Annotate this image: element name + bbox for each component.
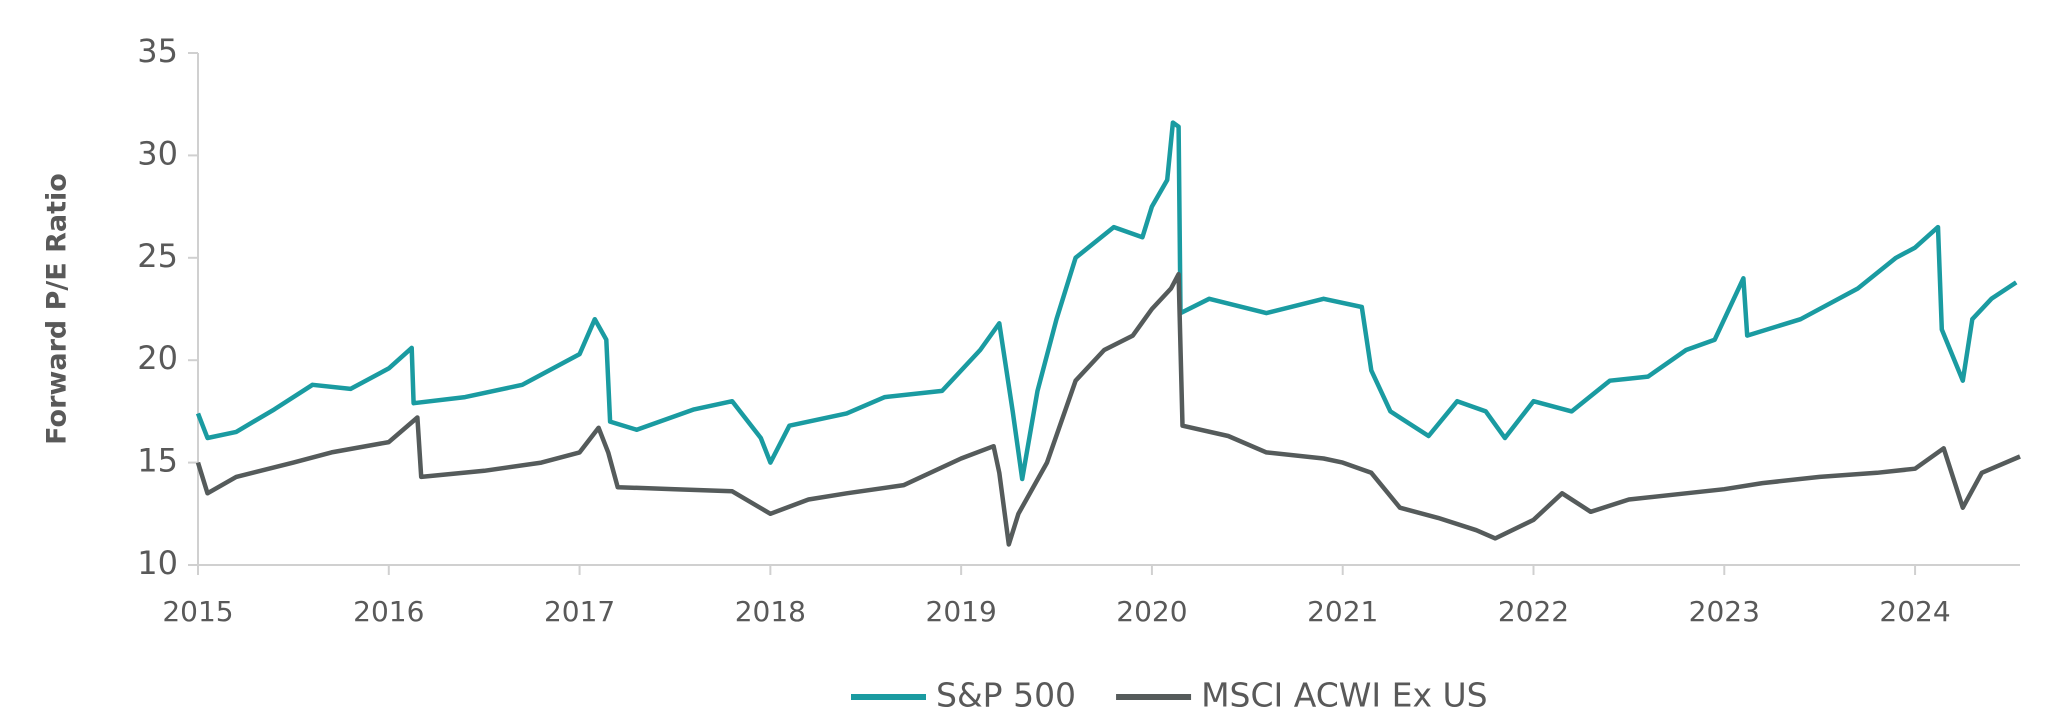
x-tick-label: 2023 (1689, 595, 1760, 628)
series-line (195, 271, 2021, 547)
y-tick-label: 30 (137, 134, 178, 172)
y-axis-label: Forward P/E Ratio (42, 173, 73, 445)
x-tick-label: 2020 (1116, 595, 1187, 628)
x-tick-label: 2024 (1879, 595, 1950, 628)
x-tick-label: 2021 (1307, 595, 1378, 628)
legend-label: S&P 500 (936, 676, 1076, 715)
x-tick-label: 2019 (926, 595, 997, 628)
x-tick-label: 2016 (353, 595, 424, 628)
x-tick-label: 2015 (162, 595, 233, 628)
x-tick-label: 2018 (735, 595, 806, 628)
y-tick-label: 20 (137, 339, 178, 377)
y-tick-label: 10 (137, 544, 178, 582)
legend-label: MSCI ACWI Ex US (1201, 676, 1488, 715)
x-tick-label: 2017 (544, 595, 615, 628)
y-tick-label: 35 (137, 32, 178, 70)
y-tick-label: 15 (137, 442, 178, 480)
x-tick-label: 2022 (1498, 595, 1569, 628)
y-tick-label: 25 (137, 237, 178, 275)
series-line (195, 120, 2018, 482)
